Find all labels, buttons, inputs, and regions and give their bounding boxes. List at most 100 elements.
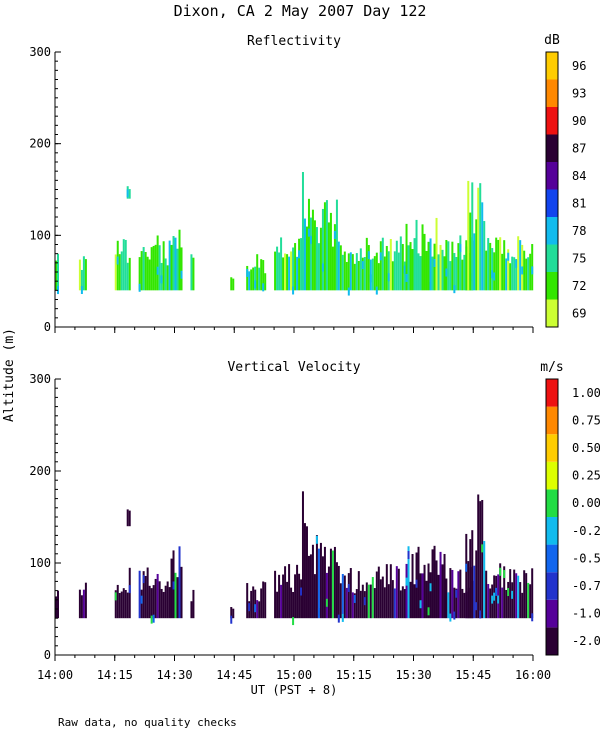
colorbar-segment (546, 517, 558, 545)
echo-cell (124, 589, 127, 619)
echo-cell (298, 573, 301, 619)
echo-cell (365, 582, 368, 619)
echo-cell (230, 607, 233, 619)
echo-cell (515, 573, 518, 619)
echo-cell (260, 588, 263, 619)
echo-cell (284, 566, 287, 619)
echo-cell (419, 600, 422, 609)
echo-cell (361, 257, 364, 291)
colorbar-unit: m/s (540, 360, 563, 375)
echo-cell (300, 579, 303, 619)
echo-cell (294, 574, 297, 619)
echo-cell (509, 263, 512, 291)
echo-cell (335, 199, 338, 291)
echo-cell (339, 583, 342, 619)
echo-cell (292, 591, 295, 619)
echo-cell (313, 220, 316, 291)
axes: 0 100 200 300 14:00 14:15 14:30 14:45 15:00 15:15… (29, 372, 551, 682)
echo-cell (150, 247, 153, 291)
echo-cell (433, 243, 436, 291)
echo-cell (162, 591, 165, 619)
echo-cell (164, 585, 167, 619)
echo-cell (511, 582, 514, 619)
echo-cell (367, 251, 370, 260)
echo-cell (387, 251, 390, 291)
echo-cell (449, 613, 452, 622)
echo-cell (423, 564, 426, 619)
echo-cell (307, 555, 310, 619)
echo-cell (501, 253, 504, 291)
echo-cell (523, 570, 526, 619)
echo-cell (395, 566, 398, 619)
colorbar-label: 72 (572, 279, 586, 293)
echo-cell (80, 269, 83, 291)
echo-cell (453, 285, 456, 294)
panels: Reflectivity 0 100 200 300 69 72 75 78 81 84 87 90 93… (29, 33, 600, 682)
echo-cell (317, 608, 320, 617)
echo-cell (379, 241, 382, 291)
echo-cell (337, 614, 340, 623)
x-tick-label: 15:00 (276, 668, 312, 682)
echo-cell (144, 252, 147, 291)
echo-cell (294, 243, 297, 291)
echo-cell (154, 244, 157, 291)
echo-cell (256, 254, 259, 291)
echo-cell (156, 266, 159, 275)
colorbar-segment (546, 189, 558, 217)
echo-cell (499, 567, 502, 576)
x-tick-label: 15:15 (336, 668, 372, 682)
echo-cell (333, 230, 336, 239)
echo-cell (449, 568, 452, 619)
echo-cell (262, 283, 265, 292)
echo-cell (290, 587, 293, 619)
colorbar-segment (546, 379, 558, 407)
echo-cell (315, 535, 318, 544)
echo-cell (250, 590, 253, 619)
echo-cell (230, 277, 233, 291)
echo-cell (347, 253, 350, 291)
echo-cell (435, 560, 438, 619)
echo-cell (152, 245, 155, 291)
x-tick-label: 15:45 (455, 668, 491, 682)
echo-cell (519, 582, 522, 619)
echo-cell (292, 617, 295, 626)
echo-cell (158, 245, 161, 291)
colorbar-label: 0.25 (572, 469, 600, 483)
echo-cell (481, 499, 484, 619)
echo-cell (503, 566, 506, 619)
echo-cell (487, 238, 490, 291)
echo-cell (166, 265, 169, 291)
echo-cell (431, 256, 434, 291)
echo-cell (254, 589, 257, 619)
echo-cell (407, 245, 410, 291)
echo-cell (395, 240, 398, 291)
echo-cell (517, 575, 520, 619)
colorbar-segment (546, 107, 558, 135)
echo-cell (405, 223, 408, 291)
echo-cell (309, 554, 312, 619)
echo-cell (499, 563, 502, 619)
colorbar-label: -1.00 (572, 607, 600, 621)
echo-cell (246, 265, 249, 291)
echo-cell (357, 571, 360, 619)
echo-cell (373, 256, 376, 291)
panel-title: Vertical Velocity (227, 360, 360, 375)
echo-cell (160, 588, 163, 619)
echo-cell (313, 574, 316, 619)
echo-cell (441, 249, 444, 291)
echo-cell (439, 244, 442, 291)
echo-cell (445, 268, 448, 277)
colorbar-segment (546, 599, 558, 628)
echo-cell (190, 601, 193, 619)
echo-cell (319, 227, 322, 291)
echo-cell (359, 248, 362, 291)
echo-cell (140, 595, 143, 604)
echo-cell (114, 254, 117, 291)
echo-cell (487, 584, 490, 619)
echo-cell (300, 238, 303, 291)
echo-cell (465, 240, 468, 291)
echo-cell (497, 595, 500, 604)
echo-cell (461, 259, 464, 291)
echo-cell (180, 270, 183, 279)
colorbar-label: 78 (572, 224, 586, 238)
